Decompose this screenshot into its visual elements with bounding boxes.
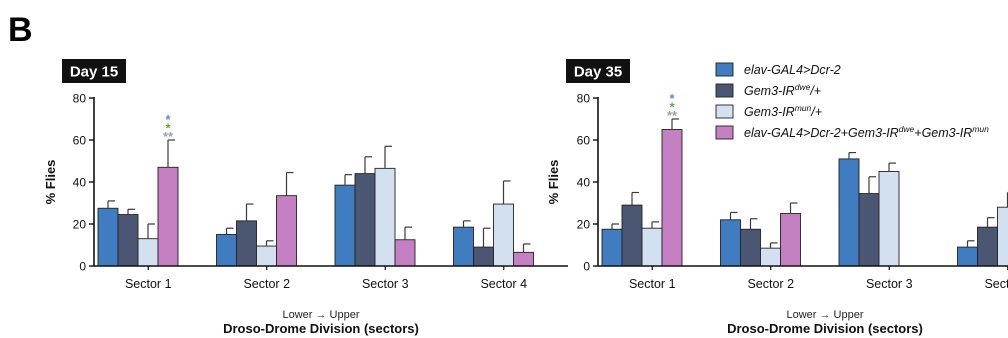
legend-label: Gem3-IRmun/+ bbox=[744, 103, 822, 119]
significance-mark: * bbox=[669, 100, 675, 115]
chart-title-box bbox=[62, 59, 126, 83]
bar bbox=[493, 203, 514, 267]
bar bbox=[334, 184, 356, 267]
x-axis-label: Droso-Drome Division (sectors) bbox=[223, 321, 419, 336]
legend-swatch bbox=[715, 62, 734, 77]
bar bbox=[838, 158, 860, 267]
legend-swatch bbox=[715, 125, 734, 140]
bar bbox=[137, 238, 159, 267]
bar bbox=[513, 251, 534, 267]
bar bbox=[276, 195, 297, 267]
y-tick-label: 20 bbox=[73, 218, 87, 232]
legend-swatch bbox=[715, 83, 734, 98]
bar bbox=[858, 193, 880, 267]
y-tick-label: 60 bbox=[577, 134, 591, 148]
x-tick-label: Sector 4 bbox=[984, 277, 1008, 291]
y-tick-label: 60 bbox=[73, 134, 87, 148]
y-tick-label: 0 bbox=[583, 260, 590, 274]
bar bbox=[394, 239, 416, 267]
bar bbox=[256, 245, 277, 267]
bar bbox=[621, 204, 643, 267]
bar bbox=[780, 213, 801, 267]
x-tick-label: Sector 3 bbox=[362, 277, 409, 291]
x-tick-label: Sector 4 bbox=[480, 277, 527, 291]
x-tick-label: Sector 3 bbox=[866, 277, 913, 291]
y-tick-label: 80 bbox=[73, 92, 87, 106]
bar bbox=[374, 167, 396, 267]
bar bbox=[977, 226, 998, 267]
legend-label: elav-GAL4>Dcr-2+Gem3-IRdwe+Gem3-IRmun bbox=[744, 124, 989, 140]
bar bbox=[354, 173, 376, 267]
bar bbox=[216, 234, 237, 267]
x-axis-sublabel: Lower → Upper bbox=[282, 309, 359, 321]
bar bbox=[97, 207, 119, 267]
bar bbox=[740, 228, 761, 267]
significance-mark: * bbox=[165, 112, 171, 127]
chart-1: Day 35 % Flies 0 20 40 60 80 Sector 1 Sector 2 Se… bbox=[546, 59, 1008, 336]
chart-title: Day 15 bbox=[70, 64, 118, 81]
x-tick-label: Sector 2 bbox=[747, 277, 794, 291]
y-axis-label: % Flies bbox=[43, 160, 58, 205]
y-tick-label: 80 bbox=[577, 92, 591, 106]
bar bbox=[601, 228, 623, 267]
y-axis-label: % Flies bbox=[546, 160, 561, 205]
chart-title: Day 35 bbox=[574, 64, 622, 81]
significance-mark: * bbox=[165, 121, 171, 136]
bar bbox=[661, 129, 683, 267]
x-axis-sublabel: Lower → Upper bbox=[786, 309, 863, 321]
significance-mark: ** bbox=[163, 129, 174, 144]
bar bbox=[473, 246, 494, 267]
bar bbox=[997, 206, 1008, 267]
chart-0: Day 15 % Flies 0 20 40 60 80 Sector 1 Sector 2 Se… bbox=[43, 59, 568, 336]
bar bbox=[453, 226, 474, 267]
bar bbox=[760, 247, 781, 267]
legend-swatch bbox=[715, 104, 734, 119]
bar bbox=[236, 220, 257, 267]
x-tick-label: Sector 1 bbox=[125, 277, 172, 291]
bar bbox=[720, 219, 741, 267]
y-tick-label: 40 bbox=[577, 176, 591, 190]
significance-mark: * bbox=[669, 91, 675, 106]
significance-mark: ** bbox=[667, 108, 678, 123]
bar bbox=[157, 166, 179, 267]
chart-title-box bbox=[566, 59, 630, 83]
y-tick-label: 20 bbox=[577, 218, 591, 232]
x-tick-label: Sector 1 bbox=[629, 277, 676, 291]
bar bbox=[957, 246, 978, 267]
bar bbox=[117, 214, 139, 267]
x-tick-label: Sector 2 bbox=[243, 277, 290, 291]
panel-label: B bbox=[8, 11, 33, 49]
bar bbox=[878, 171, 900, 267]
y-tick-label: 0 bbox=[79, 260, 86, 274]
bar bbox=[641, 227, 663, 267]
legend-label: Gem3-IRdwe/+ bbox=[744, 82, 821, 98]
y-tick-label: 40 bbox=[73, 176, 87, 190]
x-axis-label: Droso-Drome Division (sectors) bbox=[727, 321, 923, 336]
legend-label: elav-GAL4>Dcr-2 bbox=[744, 63, 841, 77]
